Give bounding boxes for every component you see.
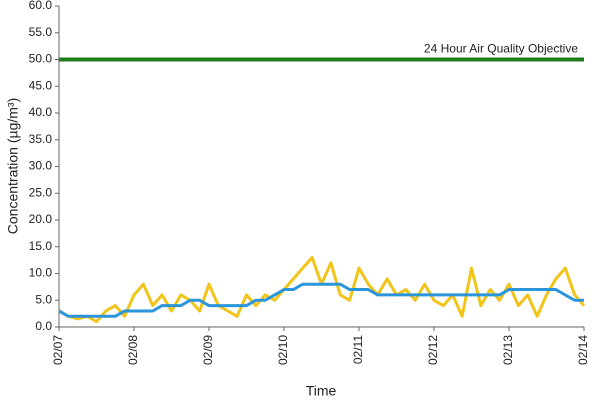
x-tick-label: 02/12 <box>426 335 440 365</box>
y-tick-label: 25.0 <box>29 185 53 199</box>
x-tick-label: 02/13 <box>501 335 515 365</box>
y-tick-label: 40.0 <box>29 105 53 119</box>
y-tick-label: 50.0 <box>29 52 53 66</box>
y-tick-label: 35.0 <box>29 132 53 146</box>
y-tick-label: 0.0 <box>35 319 52 333</box>
y-tick-label: 45.0 <box>29 78 53 92</box>
y-tick-label: 30.0 <box>29 159 53 173</box>
x-axis-label: Time <box>306 383 337 399</box>
x-tick-label: 02/07 <box>51 335 65 365</box>
y-tick-label: 55.0 <box>29 25 53 39</box>
y-tick-label: 20.0 <box>29 212 53 226</box>
y-tick-label: 5.0 <box>35 292 52 306</box>
x-tick-label: 02/10 <box>276 335 290 365</box>
reference-label: 24 Hour Air Quality Objective <box>424 42 578 56</box>
series-line <box>58 282 584 318</box>
y-axis-label: Concentration (µg/m³) <box>5 98 21 234</box>
x-tick-label: 02/14 <box>576 335 590 365</box>
x-tick-label: 02/08 <box>126 335 140 365</box>
x-tick-label: 02/09 <box>201 335 215 365</box>
y-tick-label: 15.0 <box>29 239 53 253</box>
x-tick-label: 02/11 <box>351 335 365 364</box>
y-tick-label: 60.0 <box>29 0 53 12</box>
y-tick-label: 10.0 <box>29 266 53 280</box>
